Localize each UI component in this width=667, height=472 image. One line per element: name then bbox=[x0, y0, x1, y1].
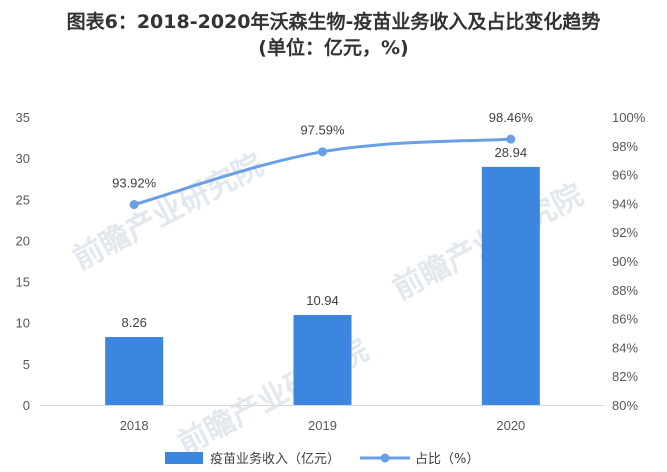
y-right-tick-label: 100% bbox=[612, 110, 646, 125]
line-point-2020 bbox=[506, 134, 516, 144]
y-left-tick-label: 10 bbox=[16, 316, 30, 331]
y-left-tick-label: 5 bbox=[23, 357, 30, 372]
line-point-2018 bbox=[129, 200, 139, 210]
y-right-tick-label: 94% bbox=[612, 196, 638, 211]
y-left-tick-label: 30 bbox=[16, 151, 30, 166]
bar-2020 bbox=[481, 166, 540, 405]
y-right-tick-label: 88% bbox=[612, 283, 638, 298]
x-tick-label: 2019 bbox=[308, 418, 337, 433]
watermark-text: 前瞻产业研究院 bbox=[67, 148, 269, 277]
bar-value-label: 10.94 bbox=[306, 293, 339, 308]
legend-swatch-bar bbox=[165, 452, 203, 464]
x-tick-label: 2020 bbox=[496, 418, 525, 433]
line-value-label: 98.46% bbox=[489, 110, 534, 125]
chart-title: 图表6：2018-2020年沃森生物-疫苗业务收入及占比变化趋势 bbox=[66, 11, 601, 33]
y-left-tick-label: 0 bbox=[23, 398, 30, 413]
legend-label-bar: 疫苗业务收入（亿元） bbox=[210, 451, 340, 467]
y-left-tick-label: 35 bbox=[16, 110, 30, 125]
x-tick-label: 2018 bbox=[120, 418, 149, 433]
line-value-label: 97.59% bbox=[300, 123, 345, 138]
legend-label-line: 占比（%） bbox=[415, 452, 479, 467]
line-point-2019 bbox=[318, 147, 327, 157]
bar-2019 bbox=[293, 314, 352, 405]
y-right-tick-label: 84% bbox=[612, 340, 638, 355]
bar-value-label: 28.94 bbox=[495, 145, 528, 160]
chart-subtitle: (单位：亿元，%) bbox=[258, 37, 409, 59]
y-left-tick-label: 25 bbox=[16, 192, 30, 207]
y-right-tick-label: 92% bbox=[612, 225, 638, 240]
y-right-tick-label: 80% bbox=[612, 398, 638, 413]
y-right-tick-label: 90% bbox=[612, 254, 638, 269]
y-left-tick-label: 15 bbox=[16, 275, 30, 290]
y-right-tick-label: 96% bbox=[612, 168, 638, 183]
legend-swatch-marker bbox=[380, 453, 390, 463]
line-value-label: 93.92% bbox=[112, 176, 157, 191]
y-right-tick-label: 98% bbox=[612, 139, 638, 154]
y-left-tick-label: 20 bbox=[16, 233, 30, 248]
y-right-tick-label: 82% bbox=[612, 369, 638, 384]
bar-2018 bbox=[105, 337, 164, 405]
bar-value-label: 8.26 bbox=[122, 315, 147, 330]
y-right-tick-label: 86% bbox=[612, 312, 638, 327]
